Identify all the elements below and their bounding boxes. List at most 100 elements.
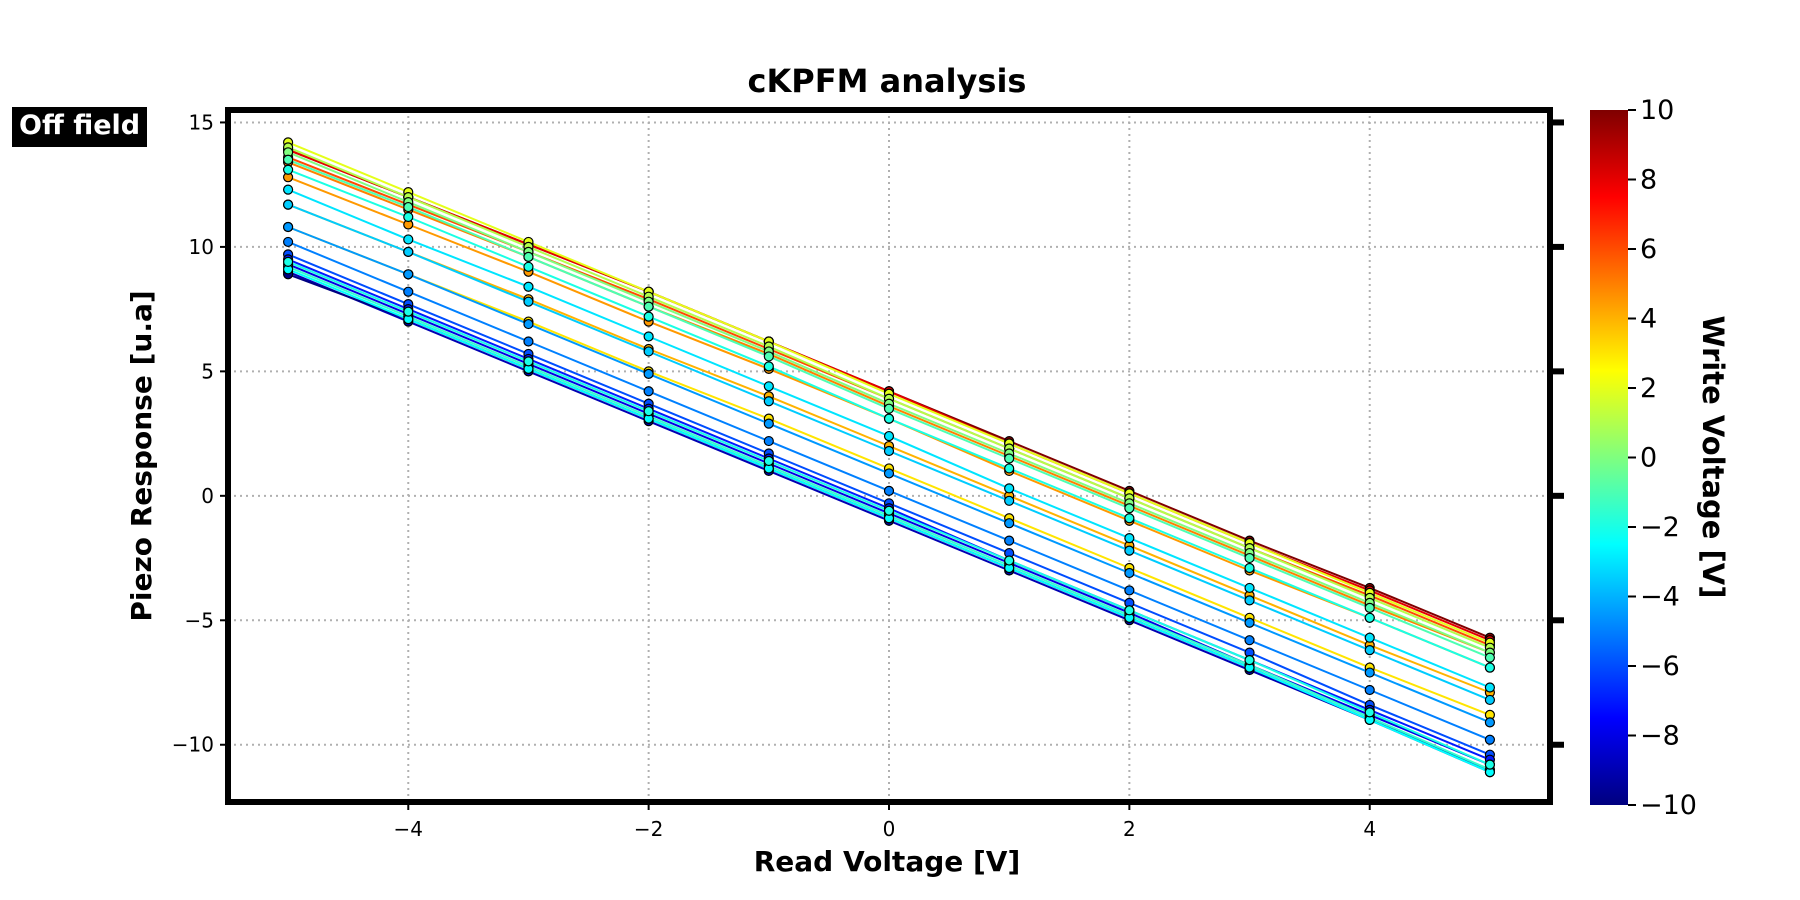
data-point [763,361,774,372]
y-tick-label: 0 [201,484,214,508]
x-tick-label: 2 [1123,817,1136,841]
data-point [1124,545,1135,556]
data-point [1004,535,1015,546]
data-point [763,396,774,407]
data-point [1244,595,1255,606]
colorbar-tick-label: −2 [1640,512,1680,543]
y-axis-label: Piezo Response [u.a] [125,290,158,621]
data-point [1244,655,1255,666]
data-point [1124,605,1135,616]
data-point [883,468,895,479]
data-point [883,403,895,414]
data-point [523,356,534,367]
data-point [643,346,654,357]
y-tick-label: 15 [189,110,214,134]
data-point [1364,667,1375,678]
series-group [282,137,1496,778]
data-point [1484,694,1496,706]
data-point [883,485,895,496]
data-point [1364,632,1375,643]
data-point [1124,513,1135,524]
data-point [403,306,414,317]
y-tick-label: 10 [189,235,214,259]
data-point [403,211,414,223]
colorbar-tick-label: −4 [1640,582,1680,613]
colorbar-tick-label: 2 [1640,373,1657,404]
data-point [883,445,895,457]
data-point [282,256,294,267]
data-point [282,221,294,233]
x-tick-label: 0 [883,817,896,841]
colorbar-tick-label: 0 [1640,443,1657,474]
data-point [1484,662,1496,673]
colorbar: −10 −8 −6 −4 −2 0 2 4 6 8 10 Write Voltage [V] [1590,95,1730,821]
data-point [1124,567,1135,579]
colorbar-tick-label: 6 [1640,234,1657,265]
colorbar-gradient [1590,110,1628,805]
data-point [1244,635,1255,646]
colorbar-tick-label: 4 [1640,304,1657,335]
data-point [523,261,534,272]
data-point [1004,495,1015,506]
colorbar-label: Write Voltage [V] [1696,316,1730,599]
data-point [763,381,774,392]
data-point [1364,602,1375,613]
data-point [883,430,895,442]
data-point [1484,682,1496,693]
data-point [282,199,294,210]
data-point [282,154,294,165]
colorbar-ticks: −10 −8 −6 −4 −2 0 2 4 6 8 10 [1628,95,1697,821]
data-point [1364,707,1375,718]
y-axis: −10 −5 0 5 10 15 [172,110,1564,757]
y-tick-label: 5 [201,359,214,383]
data-point [1364,645,1375,656]
off-field-badge: Off field [12,107,148,147]
data-point [1244,562,1255,574]
colorbar-tick-label: 8 [1640,165,1657,196]
data-point [1124,503,1135,514]
data-point [282,164,294,175]
x-axis: −4 −2 0 2 4 [394,802,1376,841]
data-point [763,418,774,429]
data-point [1244,582,1255,594]
data-point [282,236,294,248]
data-point [643,406,654,417]
data-point [1364,612,1375,623]
data-point [523,281,534,292]
y-tick-label: −10 [172,733,214,757]
x-tick-label: 4 [1363,817,1376,841]
data-point [1244,617,1255,628]
data-point [763,435,774,447]
colorbar-tick-label: 10 [1640,95,1674,126]
data-point [643,331,654,342]
colorbar-tick-label: −6 [1640,651,1680,682]
colorbar-tick-label: −10 [1640,790,1697,821]
data-point [1004,483,1015,494]
data-point [1004,555,1015,566]
data-point [1004,463,1015,474]
data-point [1244,552,1255,564]
data-point [883,413,895,424]
data-point [1364,684,1375,696]
data-point [643,368,654,379]
data-point [403,234,414,245]
data-point [643,311,654,322]
data-point [523,251,534,262]
data-point [763,351,774,362]
data-point [523,336,534,347]
data-point [1484,652,1496,663]
chart-title: cKPFM analysis [748,62,1027,100]
data-point [1004,453,1015,464]
data-point [883,505,895,516]
x-tick-label: −4 [394,817,423,841]
x-axis-label: Read Voltage [V] [754,845,1021,878]
data-point [1484,734,1496,745]
data-point [282,184,294,195]
data-point [1004,518,1015,529]
data-point [763,455,774,467]
data-point [1484,759,1496,770]
y-tick-label: −5 [185,608,214,632]
data-point [1124,585,1135,596]
data-point [523,296,534,307]
